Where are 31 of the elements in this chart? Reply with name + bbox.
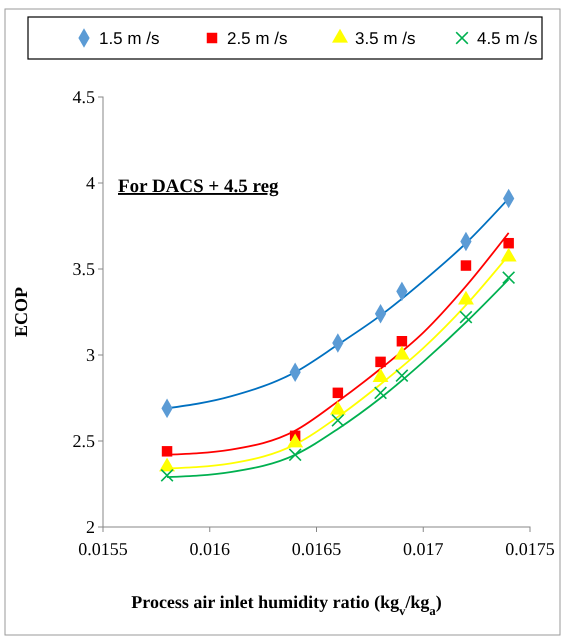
point — [331, 414, 344, 427]
y-tick-label: 4 — [86, 172, 95, 193]
point — [395, 369, 409, 382]
point — [332, 388, 344, 398]
y-tick-label: 3 — [86, 344, 95, 365]
point — [503, 238, 514, 248]
point — [162, 446, 172, 457]
point — [288, 448, 302, 462]
point — [502, 270, 516, 284]
x-tick-label: 0.016 — [190, 538, 230, 559]
point — [396, 336, 408, 346]
point — [460, 260, 472, 271]
y-tick-label: 3.5 — [72, 258, 95, 279]
legend-label: 4.5 m /s — [477, 29, 538, 48]
y-tick-label: 2 — [86, 516, 95, 537]
x-tick-label: 0.0165 — [292, 538, 342, 559]
legend-label: 2.5 m /s — [227, 29, 288, 48]
point — [375, 356, 386, 368]
point — [160, 468, 174, 482]
x-axis-title: Process air inlet humidity ratio (kg$_{v}$/kg$_{a}$) — [131, 592, 442, 618]
legend-label: 1.5 m /s — [99, 29, 160, 48]
x-tick-label: 0.017 — [403, 538, 444, 559]
legend-label: 3.5 m /s — [355, 29, 416, 48]
y-tick-label: 2.5 — [72, 430, 95, 451]
x-tick-label: 0.0155 — [78, 538, 128, 559]
point — [459, 310, 473, 324]
annotation: For DACS + 4.5 reg — [118, 176, 280, 197]
point — [374, 386, 388, 400]
x-tick-label: 0.0175 — [505, 538, 555, 559]
y-tick-label: 4.5 — [72, 86, 95, 107]
y-axis-title: ECOP — [11, 286, 31, 338]
